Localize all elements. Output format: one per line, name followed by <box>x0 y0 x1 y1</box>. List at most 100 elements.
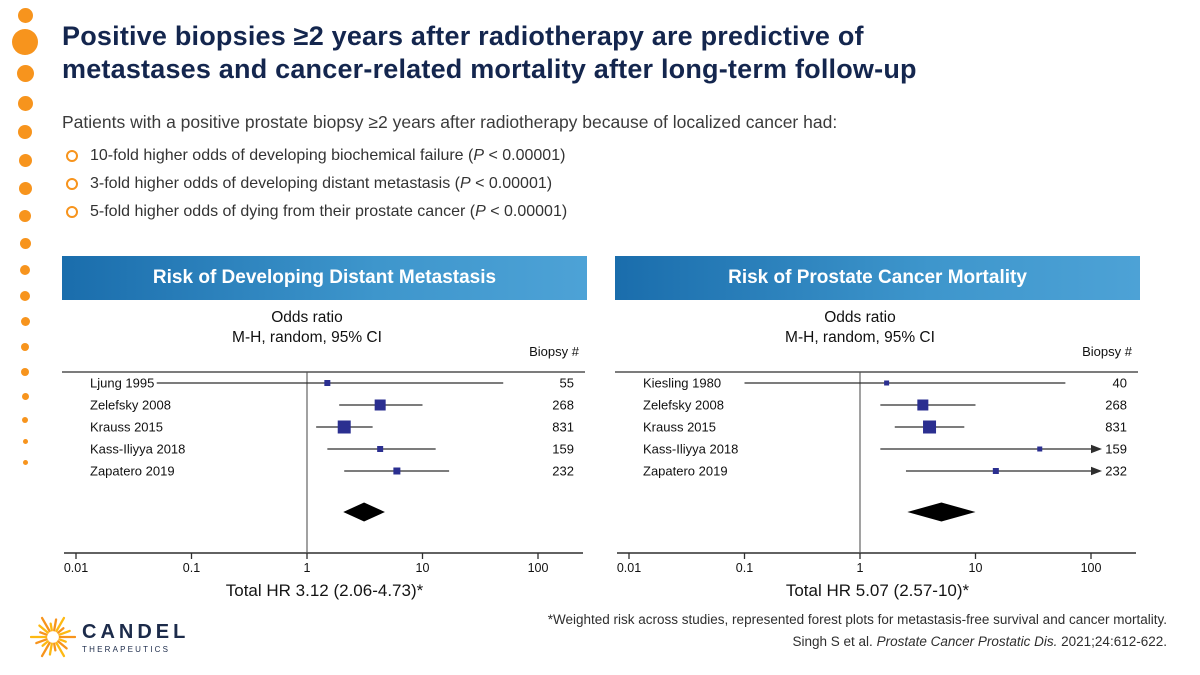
bullet-circle-icon <box>66 206 78 218</box>
sun-ray <box>40 641 51 658</box>
mortality-forest-panel: Risk of Prostate Cancer Mortality Odds r… <box>615 256 1140 601</box>
study-label: Kass-Iliyya 2018 <box>90 442 185 457</box>
effect-marker <box>337 420 351 434</box>
decorative-dot <box>17 96 33 111</box>
study-label: Krauss 2015 <box>643 420 716 435</box>
list-item: 5-fold higher odds of dying from their p… <box>66 203 567 221</box>
biopsy-count: 268 <box>1105 398 1127 413</box>
list-item: 10-fold higher odds of developing bioche… <box>66 147 567 165</box>
decorative-dots <box>0 0 52 675</box>
ci-method-label: M-H, random, 95% CI <box>232 329 382 347</box>
decorative-dot <box>16 65 34 82</box>
axis-tick-label: 100 <box>528 561 549 574</box>
axis-tick-label: 0.01 <box>617 561 641 574</box>
decorative-dot <box>19 210 31 222</box>
study-label: Zapatero 2019 <box>643 464 728 479</box>
total-hr-label: Total HR 5.07 (2.57-10)* <box>785 581 970 600</box>
axis-tick-label: 100 <box>1081 561 1102 574</box>
axis-tick-label: 0.1 <box>183 561 200 574</box>
page-title: Positive biopsies ≥2 years after radioth… <box>62 20 917 86</box>
logo-subtext: THERAPEUTICS <box>82 644 171 654</box>
decorative-dot <box>20 291 30 301</box>
plot-column-headers: Odds ratio M-H, random, 95% CI Biopsy # <box>615 300 1140 362</box>
axis-tick-label: 1 <box>857 561 864 574</box>
effect-marker <box>917 399 929 411</box>
decorative-dot <box>18 125 32 139</box>
biopsy-count: 831 <box>552 420 574 435</box>
study-label: Zapatero 2019 <box>90 464 175 479</box>
decorative-dot <box>22 439 28 444</box>
sun-ray <box>35 638 48 645</box>
metastasis-forest-plot: 0.01 0.1 1 10 100 Ljung 1995 55 Zelefsky 2008 26… <box>62 371 585 574</box>
sun-ray <box>49 622 53 632</box>
decorative-dot <box>18 154 32 167</box>
effect-marker <box>377 446 384 452</box>
sun-ray <box>57 627 65 634</box>
biopsy-column-header: Biopsy # <box>529 344 579 359</box>
odds-ratio-label: Odds ratio <box>824 309 896 326</box>
decorative-dot <box>21 368 29 376</box>
biopsy-count: 159 <box>552 442 574 457</box>
ci-arrow-icon <box>1091 466 1102 476</box>
sun-ray <box>57 640 68 650</box>
footnotes: *Weighted risk across studies, represent… <box>548 609 1167 652</box>
biopsy-count: 159 <box>1105 442 1127 457</box>
sun-ray <box>53 618 58 632</box>
page-title-line2: metastases and cancer-related mortality … <box>62 53 917 84</box>
bullet-circle-icon <box>66 150 78 162</box>
sun-ray <box>38 624 49 634</box>
biopsy-count: 268 <box>552 398 574 413</box>
sun-ray <box>58 629 71 636</box>
list-item: 3-fold higher odds of developing distant… <box>66 175 567 193</box>
summary-diamond <box>907 502 976 522</box>
ci-method-label: M-H, random, 95% CI <box>785 329 935 347</box>
sun-ray <box>39 631 48 636</box>
decorative-dot <box>20 265 30 275</box>
effect-marker <box>923 420 937 434</box>
panel-title-metastasis: Risk of Developing Distant Metastasis <box>62 256 587 300</box>
effect-marker <box>393 467 401 475</box>
total-hr-label: Total HR 3.12 (2.06-4.73)* <box>225 581 424 600</box>
bullet-text: 3-fold higher odds of developing distant… <box>90 175 553 192</box>
effect-marker <box>374 399 386 411</box>
panel-title-mortality: Risk of Prostate Cancer Mortality <box>615 256 1140 300</box>
decorative-dot <box>12 29 38 55</box>
weighted-risk-footnote: *Weighted risk across studies, represent… <box>547 612 1167 627</box>
study-label: Ljung 1995 <box>90 376 154 391</box>
summary-diamond <box>343 502 385 522</box>
candel-logo: CANDEL THERAPEUTICS <box>30 614 189 660</box>
mortality-forest-plot: 0.01 0.1 1 10 100 Kiesling 1980 40 Zelefsky 200… <box>615 371 1138 574</box>
candel-sunburst-icon <box>30 616 76 658</box>
effect-marker <box>324 380 331 386</box>
sun-ray <box>55 641 66 658</box>
decorative-dot <box>22 460 28 465</box>
citation: Singh S et al. Prostate Cancer Prostatic… <box>792 633 1168 649</box>
decorative-dot <box>17 8 33 23</box>
odds-ratio-label: Odds ratio <box>271 309 343 326</box>
study-label: Zelefsky 2008 <box>643 398 724 413</box>
effect-marker <box>992 468 999 474</box>
sun-ray <box>53 642 57 652</box>
ci-arrow-icon <box>1091 444 1102 454</box>
sun-ray <box>55 616 66 633</box>
plot-column-headers: Odds ratio M-H, random, 95% CI Biopsy # <box>62 300 587 362</box>
key-findings-list: 10-fold higher odds of developing bioche… <box>66 147 567 231</box>
metastasis-forest-panel: Risk of Developing Distant Metastasis Od… <box>62 256 587 601</box>
bullet-text: 5-fold higher odds of dying from their p… <box>90 203 568 220</box>
intro-text: Patients with a positive prostate biopsy… <box>62 112 838 132</box>
decorative-dot <box>19 238 31 249</box>
decorative-dot <box>22 417 28 423</box>
sun-ray <box>58 638 67 643</box>
effect-marker <box>1037 446 1043 452</box>
biopsy-count: 831 <box>1105 420 1127 435</box>
effect-measure-header: Odds ratio M-H, random, 95% CI <box>615 308 1105 348</box>
axis-tick-label: 0.1 <box>736 561 753 574</box>
logo-wordmark: CANDEL <box>82 620 190 643</box>
axis-tick-label: 10 <box>416 561 430 574</box>
bullet-circle-icon <box>66 178 78 190</box>
study-label: Kiesling 1980 <box>643 376 721 391</box>
sun-ray <box>40 616 51 633</box>
study-label: Krauss 2015 <box>90 420 163 435</box>
page-title-line1: Positive biopsies ≥2 years after radioth… <box>62 21 864 51</box>
biopsy-count: 232 <box>1105 464 1127 479</box>
